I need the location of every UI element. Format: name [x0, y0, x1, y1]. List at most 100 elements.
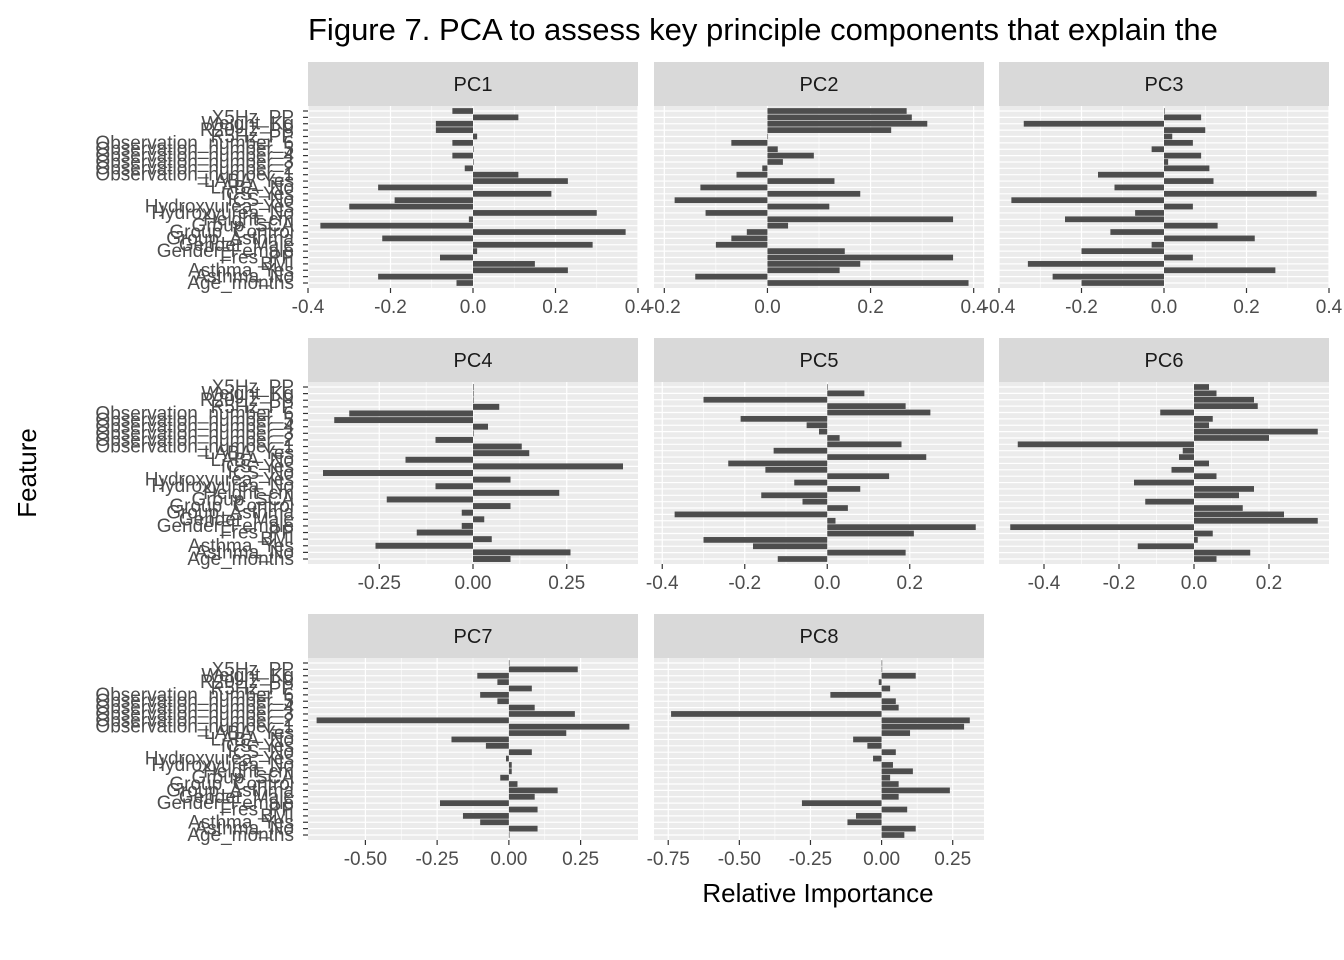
y-tick-label: Observation_number_1	[95, 717, 294, 738]
bar	[1164, 165, 1210, 172]
bar	[767, 261, 861, 267]
y-tick-label: Asthma_No	[195, 542, 294, 563]
y-tick-label: BMI	[260, 254, 294, 275]
bar	[323, 470, 473, 476]
bar	[1164, 114, 1202, 121]
y-tick-label: Weight_Kg	[201, 384, 294, 405]
bar	[767, 190, 861, 197]
bar	[473, 450, 530, 457]
y-tick-label: Observation_number_6	[95, 685, 294, 706]
bar	[746, 229, 768, 235]
facet-label: PC6	[1145, 350, 1184, 372]
y-tick-label: Group_Asthma	[166, 503, 294, 524]
y-tick-label: LABA_Yes	[204, 443, 294, 464]
bar	[1164, 267, 1276, 274]
y-tick-label: Gender_Female	[157, 241, 294, 262]
bar	[452, 152, 473, 159]
bar	[473, 114, 519, 121]
bar	[1134, 479, 1194, 486]
bar	[473, 210, 597, 216]
bar	[473, 397, 474, 404]
bar	[878, 679, 882, 685]
bar	[461, 522, 473, 529]
bar	[1194, 384, 1209, 390]
bar	[1145, 498, 1194, 505]
bar	[767, 222, 789, 229]
bar	[468, 216, 473, 223]
bar	[806, 422, 828, 429]
bar	[767, 178, 835, 184]
y-tick-label: LABA_No	[211, 177, 294, 198]
bar	[1023, 120, 1164, 127]
bar	[462, 813, 509, 819]
bar	[881, 723, 965, 730]
bar	[1110, 229, 1164, 235]
bar	[827, 517, 836, 524]
bar	[1052, 273, 1164, 280]
bar	[508, 666, 578, 673]
bar	[767, 159, 783, 165]
bar	[334, 417, 473, 424]
facet-strip	[654, 62, 984, 106]
bar	[508, 723, 630, 730]
x-axis-title: Relative Importance	[702, 878, 933, 908]
facet-label: PC1	[454, 74, 493, 96]
bar	[827, 409, 931, 416]
bar	[473, 146, 474, 153]
bar	[508, 704, 535, 711]
y-tick-label: R5Hz_PP	[211, 126, 294, 147]
bar	[767, 267, 840, 274]
bar	[1171, 466, 1194, 473]
bar	[473, 133, 478, 140]
bar	[1017, 441, 1194, 448]
y-tick-label: Gender_Male	[179, 509, 294, 530]
y-tick-label: Observation_number_5	[95, 139, 294, 160]
bar	[881, 698, 896, 705]
y-tick-label: LABA_No	[211, 729, 294, 750]
bar	[508, 832, 510, 838]
y-tick-label: Observation_number_2	[95, 710, 294, 731]
bar	[1164, 127, 1206, 133]
x-tick-label: 0.25	[548, 573, 585, 594]
bar	[378, 184, 473, 191]
bar	[1194, 492, 1239, 499]
bar	[801, 800, 882, 807]
bar	[464, 165, 473, 172]
facet-label: PC2	[800, 74, 839, 96]
bar	[508, 806, 538, 813]
bar	[1011, 197, 1164, 204]
bar	[761, 492, 828, 499]
facet-strip	[308, 338, 638, 382]
bar	[480, 691, 509, 698]
x-tick-label: -0.25	[789, 849, 832, 870]
bar	[1194, 537, 1198, 543]
bar	[1194, 530, 1213, 537]
bar	[881, 672, 916, 679]
bar	[473, 178, 568, 184]
bar	[316, 717, 509, 724]
x-tick-label: -0.4	[1028, 573, 1061, 594]
bar	[473, 463, 623, 470]
bar	[382, 235, 473, 242]
bar	[873, 755, 882, 762]
x-tick-label: 0.4	[625, 297, 652, 318]
y-tick-label: LABA_Yes	[204, 723, 294, 744]
bar	[497, 698, 509, 705]
bar	[881, 749, 896, 756]
bar	[1194, 396, 1254, 403]
bar	[378, 273, 473, 280]
bar	[1164, 178, 1214, 184]
bar	[1164, 203, 1193, 210]
bar	[731, 235, 768, 242]
y-tick-label: Gender_Female	[157, 516, 294, 537]
y-tick-label: Asthma_Yes	[188, 812, 294, 833]
bar	[671, 711, 882, 717]
bar	[767, 127, 892, 133]
y-tick-label: Observation_number_2	[95, 158, 294, 179]
x-tick-label: -0.4	[292, 297, 325, 318]
y-tick-label: BMI	[260, 529, 294, 550]
bar	[1164, 159, 1169, 165]
bar	[881, 793, 899, 800]
bar	[767, 146, 778, 153]
x-tick-label: 0.25	[934, 849, 971, 870]
